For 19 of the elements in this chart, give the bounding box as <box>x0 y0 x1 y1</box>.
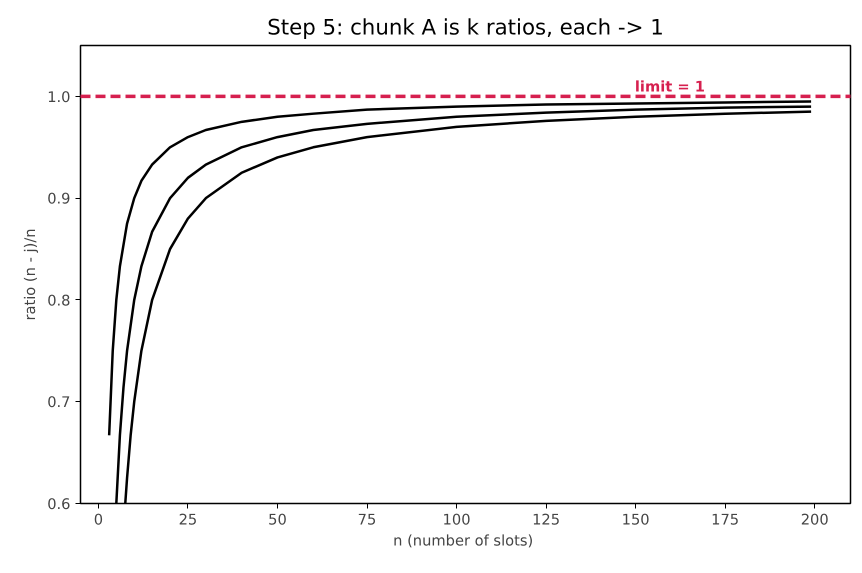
y-tick-label: 0.8 <box>47 292 71 310</box>
y-axis-title: ratio (n - j)/n <box>22 228 40 321</box>
x-tick-label: 0 <box>94 512 104 528</box>
x-axis-title: n (number of slots) <box>393 532 534 550</box>
x-tick-label: 125 <box>532 512 560 528</box>
line-series <box>108 100 812 437</box>
x-tick-label: 50 <box>268 512 287 528</box>
y-tick-label: 0.6 <box>47 496 71 513</box>
y-tick-label: 1.0 <box>47 88 71 106</box>
x-tick-label: 25 <box>178 512 198 528</box>
x-tick-label: 200 <box>800 512 829 528</box>
x-tick-label: 175 <box>711 512 740 528</box>
ref-line-label: limit = 1 <box>634 78 705 96</box>
chart-title: Step 5: chunk A is k ratios, each -> 1 <box>267 16 664 40</box>
y-tick-label: 0.7 <box>47 394 71 412</box>
x-tick-label: 100 <box>442 512 471 528</box>
y-tick-label: 0.9 <box>47 190 71 208</box>
x-tick-label: 75 <box>358 512 376 528</box>
x-tick-label: 150 <box>622 512 650 528</box>
